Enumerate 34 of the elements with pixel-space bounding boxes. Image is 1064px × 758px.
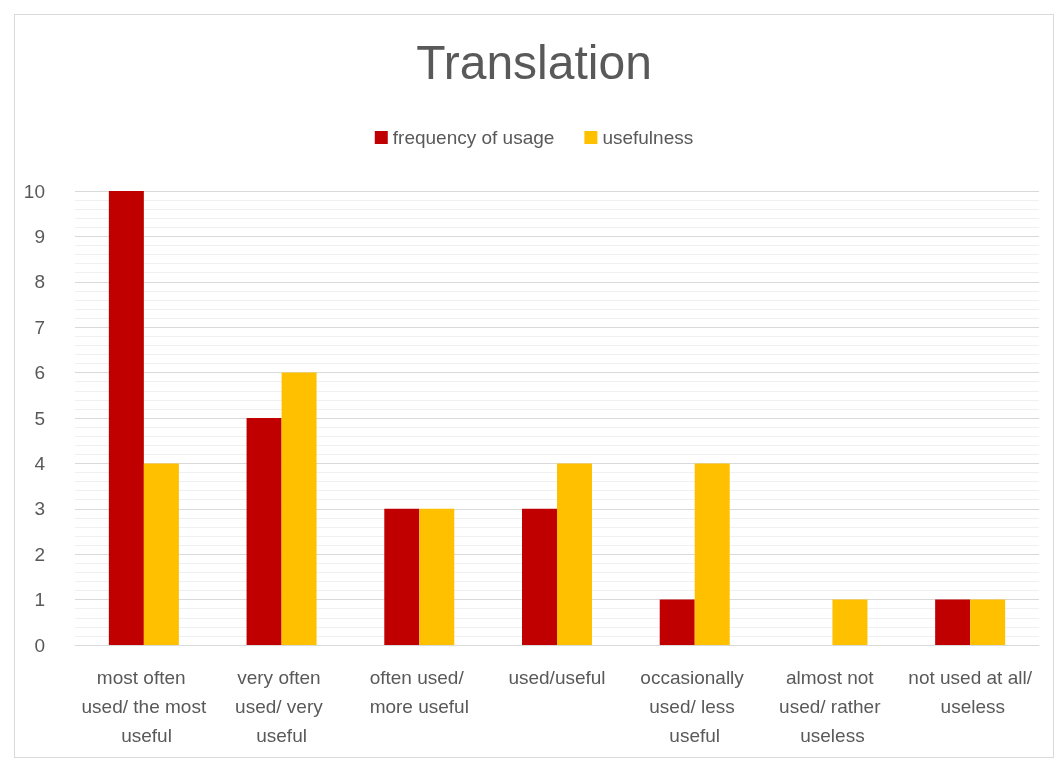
y-tick-label: 10	[23, 180, 45, 202]
x-tick-label: used/useful	[508, 667, 606, 688]
x-tick-label: very often used/ very useful	[235, 667, 329, 746]
y-tick-label: 4	[34, 452, 46, 474]
chart-title: Translation	[416, 35, 652, 89]
bar	[281, 372, 317, 645]
y-tick-label: 5	[34, 407, 45, 429]
bar	[522, 508, 557, 645]
bar	[659, 599, 695, 645]
x-tick-label: not used at all/ useless	[908, 667, 1033, 717]
bar	[246, 418, 282, 645]
y-tick-label: 8	[34, 271, 45, 293]
bar	[970, 599, 1006, 645]
x-tick-label: almost not used/ rather useless	[779, 667, 886, 746]
bar	[108, 191, 144, 645]
x-tick-label: most often used/ the most useful	[81, 667, 207, 746]
legend-label: usefulness	[602, 127, 694, 148]
bar	[384, 508, 420, 645]
y-tick-label: 9	[34, 225, 45, 247]
y-tick-label: 0	[34, 634, 45, 656]
y-tick-label: 6	[34, 362, 45, 384]
bar	[557, 463, 592, 645]
x-tick-label: often used/ more useful	[369, 667, 469, 717]
y-tick-label: 7	[34, 316, 45, 338]
y-tick-label: 2	[34, 543, 45, 565]
y-tick-label: 3	[34, 498, 45, 520]
bar	[143, 463, 179, 645]
bar	[694, 463, 730, 645]
x-tick-label: occasionally used/ less useful	[640, 667, 750, 746]
y-tick-label: 1	[34, 589, 45, 611]
bar	[832, 599, 868, 645]
legend-label: frequency of usage	[392, 127, 555, 148]
bar	[419, 508, 455, 645]
bar	[935, 599, 971, 645]
